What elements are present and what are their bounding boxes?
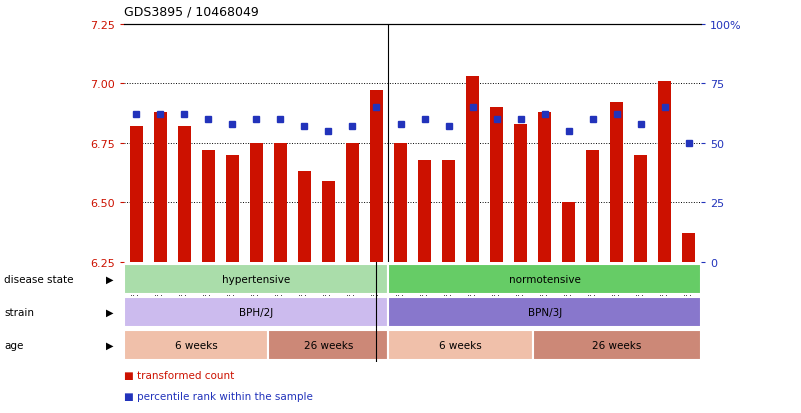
- Text: 26 weeks: 26 weeks: [304, 340, 353, 350]
- Bar: [442, 160, 455, 262]
- Text: ▶: ▶: [106, 307, 113, 317]
- Bar: [388, 297, 701, 327]
- Text: BPN/3J: BPN/3J: [528, 307, 562, 317]
- Bar: [250, 144, 263, 262]
- Bar: [682, 234, 695, 262]
- Bar: [346, 144, 359, 262]
- Bar: [124, 297, 388, 327]
- Text: strain: strain: [4, 307, 34, 317]
- Text: GDS3895 / 10468049: GDS3895 / 10468049: [124, 6, 259, 19]
- Bar: [388, 330, 533, 360]
- Bar: [490, 108, 503, 262]
- Text: ▶: ▶: [106, 340, 113, 350]
- Bar: [418, 160, 431, 262]
- Bar: [154, 113, 167, 262]
- Bar: [124, 264, 388, 294]
- Bar: [394, 144, 407, 262]
- Bar: [466, 77, 479, 262]
- Bar: [226, 155, 239, 262]
- Bar: [610, 103, 623, 262]
- Bar: [634, 155, 647, 262]
- Bar: [322, 182, 335, 262]
- Bar: [538, 113, 551, 262]
- Text: 6 weeks: 6 weeks: [439, 340, 482, 350]
- Bar: [586, 151, 599, 262]
- Bar: [388, 264, 701, 294]
- Bar: [202, 151, 215, 262]
- Text: disease state: disease state: [4, 274, 74, 284]
- Bar: [298, 172, 311, 262]
- Bar: [562, 203, 575, 262]
- Text: BPH/2J: BPH/2J: [239, 307, 273, 317]
- Bar: [533, 330, 701, 360]
- Bar: [658, 82, 671, 262]
- Bar: [178, 127, 191, 262]
- Text: hypertensive: hypertensive: [222, 274, 291, 284]
- Bar: [268, 330, 388, 360]
- Text: ■ percentile rank within the sample: ■ percentile rank within the sample: [124, 391, 313, 401]
- Text: normotensive: normotensive: [509, 274, 581, 284]
- Text: 26 weeks: 26 weeks: [592, 340, 642, 350]
- Bar: [514, 125, 527, 262]
- Text: age: age: [4, 340, 23, 350]
- Text: ▶: ▶: [106, 274, 113, 284]
- Bar: [130, 127, 143, 262]
- Bar: [124, 330, 268, 360]
- Text: ■ transformed count: ■ transformed count: [124, 370, 235, 380]
- Text: 6 weeks: 6 weeks: [175, 340, 218, 350]
- Bar: [274, 144, 287, 262]
- Bar: [370, 91, 383, 262]
